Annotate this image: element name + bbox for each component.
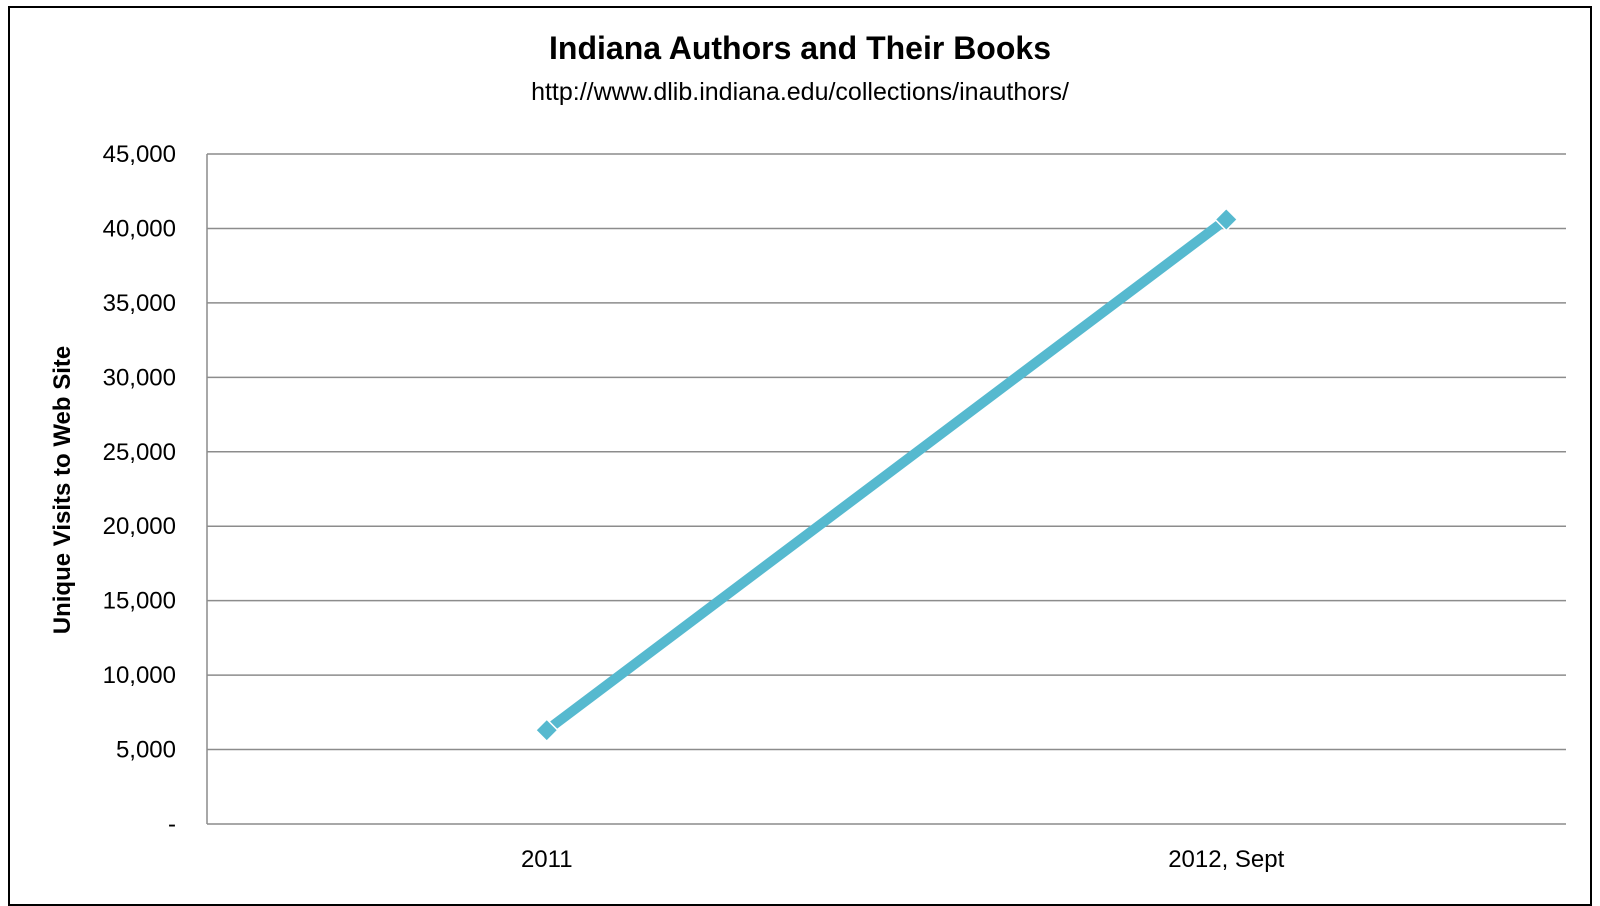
chart-subtitle: http://www.dlib.indiana.edu/collections/… <box>531 78 1069 106</box>
chart-title: Indiana Authors and Their Books <box>549 30 1051 66</box>
x-tick-label: 2012, Sept <box>1168 846 1284 873</box>
y-tick-label: 5,000 <box>116 737 176 764</box>
y-tick-label: 20,000 <box>103 513 176 540</box>
data-point-marker <box>534 718 559 743</box>
y-tick-label: - <box>168 811 176 838</box>
series-line <box>541 214 1232 736</box>
y-tick-label: 45,000 <box>103 141 176 168</box>
y-tick-label: 30,000 <box>103 364 176 391</box>
y-tick-label: 40,000 <box>103 215 176 242</box>
y-tick-label: 10,000 <box>103 662 176 689</box>
y-tick-label: 25,000 <box>103 439 176 466</box>
y-tick-label: 15,000 <box>103 588 176 615</box>
y-tick-label: 35,000 <box>103 290 176 317</box>
data-point-marker <box>1214 207 1239 232</box>
x-tick-label: 2011 <box>521 846 573 873</box>
chart-frame <box>8 6 1592 906</box>
